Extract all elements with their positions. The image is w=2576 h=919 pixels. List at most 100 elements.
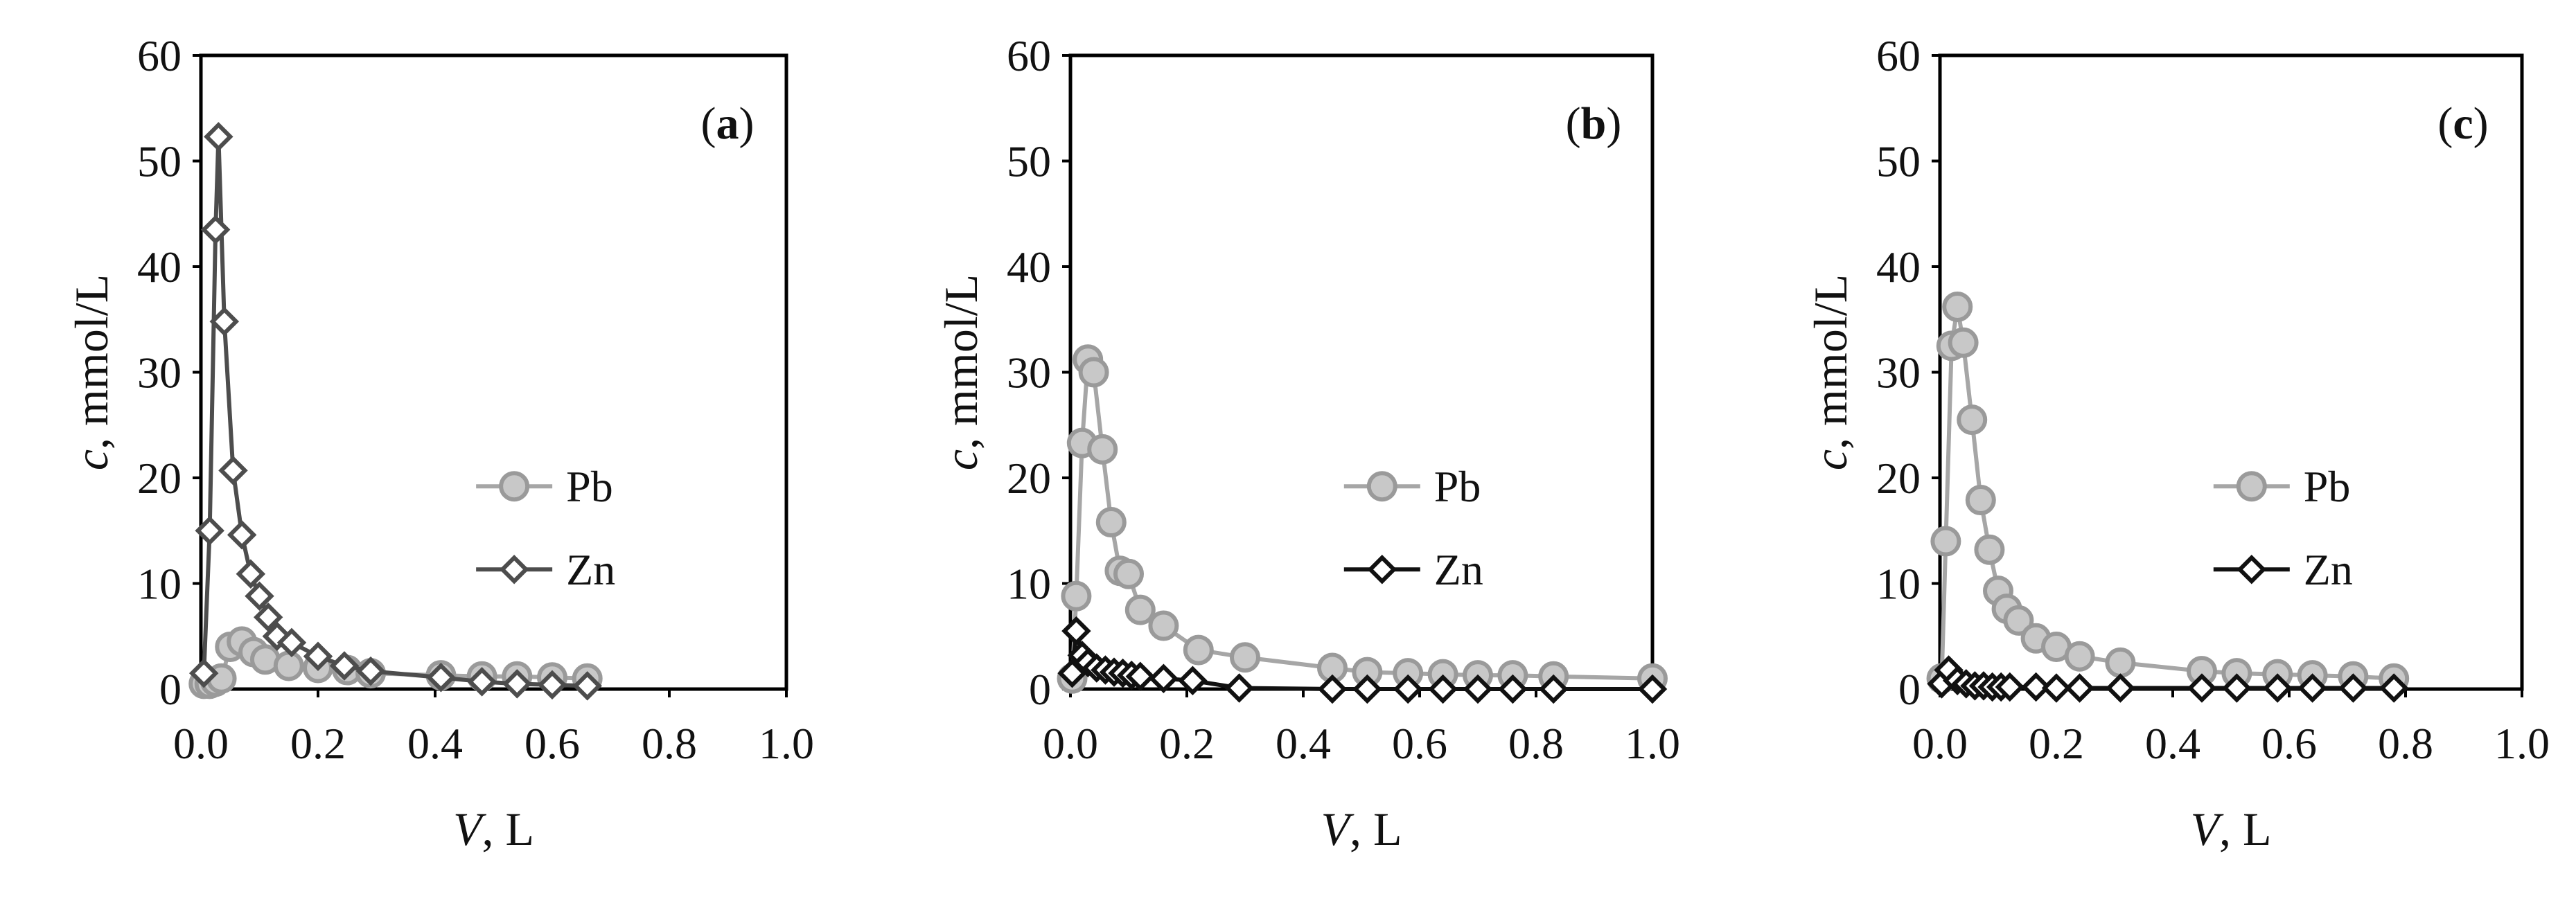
panel-label: (c)	[2437, 98, 2488, 149]
data-point-zn	[355, 656, 386, 686]
data-point-zn	[1463, 674, 1493, 704]
y-tick-label: 10	[137, 560, 182, 609]
y-tick-label: 20	[1007, 454, 1051, 503]
data-point-pb	[2003, 605, 2034, 636]
data-point-pb	[1148, 610, 1179, 641]
y-tick-label: 40	[137, 242, 182, 292]
x-tick-label: 0.2	[290, 719, 346, 768]
y-tick-label: 20	[137, 454, 182, 503]
data-point-zn	[2041, 673, 2072, 703]
data-point-zn	[2106, 673, 2135, 703]
y-tick-label: 0	[159, 665, 182, 714]
x-axis-title: V, L	[2190, 803, 2271, 855]
x-axis-title: V, L	[453, 803, 534, 855]
y-tick-label: 50	[1876, 137, 1921, 186]
series-pb	[1057, 344, 1668, 694]
data-point-zn	[572, 671, 602, 701]
x-tick-label: 0.8	[2378, 719, 2433, 768]
data-point-zn	[2065, 673, 2094, 703]
legend-marker	[2236, 471, 2267, 502]
x-tick-label: 0.4	[407, 719, 463, 768]
data-point-zn	[2021, 672, 2051, 702]
y-tick-label: 50	[1007, 137, 1051, 186]
data-point-zn	[1178, 666, 1208, 696]
data-point-pb	[2064, 641, 2095, 672]
data-point-zn	[467, 667, 497, 697]
data-point-zn	[426, 662, 456, 693]
series-zn	[1927, 655, 2409, 703]
x-tick-label: 0.6	[524, 719, 580, 768]
data-point-zn	[537, 670, 567, 700]
panel-label-open-paren: (	[1566, 98, 1581, 149]
x-tick-label: 0.0	[173, 719, 229, 768]
legend-marker	[499, 471, 530, 502]
data-point-zn	[1317, 674, 1348, 704]
data-point-zn	[188, 658, 219, 688]
chart-panel-a: 0 10 20 30 40 50 60 0.0 0.2 0.4 0.6 0.8 1.0 V, L c, mm…	[65, 31, 814, 855]
data-point-zn	[2379, 673, 2409, 703]
data-point-zn	[1125, 661, 1156, 691]
data-point-zn	[1061, 616, 1091, 646]
plot-frame	[1068, 53, 1655, 691]
data-point-zn	[1393, 674, 1423, 704]
data-point-zn	[200, 215, 231, 244]
panel-label-letter: a	[716, 98, 739, 149]
legend-entry-pb: Pb	[1343, 462, 1481, 511]
data-point-pb	[1948, 327, 1979, 358]
data-point-zn	[209, 307, 240, 337]
data-point-pb	[1942, 291, 1973, 322]
data-point-pb	[1183, 634, 1214, 666]
data-point-zn	[204, 122, 233, 152]
data-point-pb	[2105, 647, 2136, 678]
data-point-pb	[1230, 642, 1260, 673]
plot-frame	[1938, 53, 2524, 691]
legend-label: Pb	[2304, 462, 2351, 511]
y-axis-title-variable: c	[65, 449, 118, 470]
panel-label: (a)	[701, 98, 755, 149]
y-tick-label: 0	[1898, 665, 1921, 714]
x-tick-label: 0.4	[1276, 719, 1331, 768]
data-point-pb	[1957, 404, 1988, 436]
y-axis-title-variable: c	[935, 449, 987, 470]
x-axis-title-variable: V	[453, 803, 487, 855]
chart-panel-b: 0 10 20 30 40 50 60 0.0 0.2 0.4 0.6 0.8 1.0 V, L c, mm…	[935, 31, 1680, 855]
data-point-pb	[1974, 534, 2005, 565]
panel-label-open-paren: (	[701, 98, 716, 149]
data-point-zn	[2262, 673, 2293, 703]
data-point-zn	[303, 641, 333, 671]
x-tick-label: 0.6	[1392, 719, 1447, 768]
data-point-zn	[2222, 673, 2252, 703]
data-point-pb	[1078, 357, 1109, 388]
panel-label: (b)	[1566, 98, 1622, 149]
data-point-zn	[227, 520, 257, 550]
x-tick-label: 0.0	[1912, 719, 1968, 768]
y-tick-label: 60	[1876, 31, 1921, 80]
data-point-zn	[253, 603, 283, 632]
legend-label: Pb	[566, 462, 613, 511]
legend-entry-zn: Zn	[476, 545, 615, 594]
data-point-zn	[236, 559, 266, 589]
data-point-pb	[273, 650, 304, 681]
data-point-zn	[2297, 673, 2327, 703]
panel-label-close-paren: )	[739, 98, 755, 149]
x-tick-label: 0.8	[1508, 719, 1564, 768]
data-point-zn	[329, 651, 360, 681]
y-tick-label: 30	[1007, 348, 1051, 398]
legend-marker	[1366, 471, 1397, 502]
legend-label: Zn	[2304, 545, 2353, 594]
x-tick-label: 1.0	[1625, 719, 1680, 768]
data-point-zn	[1428, 674, 1458, 704]
data-point-zn	[1498, 674, 1528, 704]
data-point-zn	[276, 627, 307, 658]
panel-label-letter: b	[1581, 98, 1607, 149]
y-tick-label: 40	[1876, 242, 1921, 292]
x-tick-label: 1.0	[2494, 719, 2550, 768]
data-point-zn	[1224, 673, 1254, 703]
data-point-zn	[245, 581, 274, 612]
x-axis-title-variable: V	[1321, 803, 1355, 855]
y-tick-label: 30	[1876, 348, 1921, 398]
data-point-zn	[218, 456, 248, 485]
legend-entry-pb: Pb	[476, 462, 613, 511]
y-tick-label: 60	[1007, 31, 1051, 80]
